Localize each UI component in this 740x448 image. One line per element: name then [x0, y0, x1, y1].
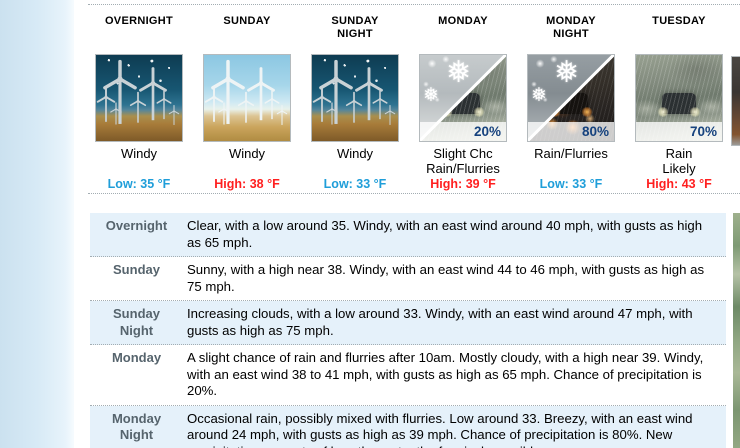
condition-label: Windy: [120, 146, 158, 176]
wind-turbines-graphic: [96, 59, 180, 126]
precip-probability: 20%: [420, 122, 506, 141]
condition-line1: Slight Chc: [433, 146, 493, 161]
forecast-column-monday-night: MONDAY NIGHT ❅ ❅ 80%: [517, 15, 625, 191]
wind-turbines-graphic: [204, 59, 288, 126]
next-period-icon-sliver: [731, 56, 740, 146]
period-title: TUESDAY: [652, 15, 706, 54]
row-forecast-text: Increasing clouds, with a low around 33.…: [187, 306, 693, 338]
table-row: Overnight Clear, with a low around 35. W…: [90, 213, 726, 257]
table-row: Sunday Night Increasing clouds, with a l…: [90, 301, 726, 345]
row-period-label: Sunday: [113, 262, 160, 277]
table-row: Sunday Sunny, with a high near 38. Windy…: [90, 257, 726, 301]
period-title-line2: NIGHT: [337, 28, 373, 40]
top-divider: [88, 4, 740, 5]
period-title-line1: SUNDAY: [223, 15, 271, 27]
forecast-column-tuesday: TUESDAY 70% Rain Likely High: 43 °F: [625, 15, 733, 191]
condition-line2: Rain/Flurries: [426, 160, 500, 176]
headlight-glow: [581, 106, 593, 117]
map-edge-sliver: [733, 213, 740, 448]
temperature-label: High: 39 °F: [430, 177, 496, 191]
night-sky-background: [96, 55, 182, 141]
row-forecast-text: Sunny, with a high near 38. Windy, with …: [187, 262, 705, 294]
period-title: MONDAY NIGHT: [546, 15, 596, 54]
row-period-label: Overnight: [105, 218, 168, 233]
wind-turbines-day-icon[interactable]: [203, 54, 291, 142]
condition-label: Rain Likely: [662, 146, 696, 176]
snow-rain-split-night-icon[interactable]: ❅ ❅ 80%: [527, 54, 615, 142]
forecast-column-overnight: OVERNIGHT: [85, 15, 193, 191]
headlight-glow: [657, 106, 669, 117]
rain-day-icon[interactable]: 70%: [635, 54, 723, 142]
temperature-label: Low: 33 °F: [539, 177, 603, 191]
temperature-label: Low: 35 °F: [107, 177, 171, 191]
night-sky-background: [312, 55, 398, 141]
wind-turbines-graphic: [312, 59, 396, 126]
condition-label: Rain/Flurries: [534, 146, 608, 176]
period-title: SUNDAY: [223, 15, 270, 54]
period-title: SUNDAY NIGHT: [331, 15, 378, 54]
temperature-label: Low: 33 °F: [323, 177, 387, 191]
row-period-label: Monday: [111, 350, 162, 365]
temperature-label: High: 43 °F: [646, 177, 712, 191]
condition-line1: Windy: [228, 146, 266, 161]
forecast-column-monday: MONDAY ❅ ❅ 20%: [409, 15, 517, 191]
period-title: OVERNIGHT: [105, 15, 173, 54]
condition-label: Windy: [336, 146, 374, 176]
headlight-glow: [689, 106, 701, 117]
headlight-glow: [473, 106, 485, 117]
forecast-content: OVERNIGHT: [74, 0, 740, 448]
period-title-line1: MONDAY: [438, 15, 488, 27]
period-title-line1: SUNDAY: [331, 15, 379, 27]
row-forecast-text: Occasional rain, possibly mixed with flu…: [187, 410, 693, 448]
period-title-line1: MONDAY: [546, 15, 596, 27]
snowflake-icon: ❅: [446, 56, 472, 89]
precip-probability: 70%: [636, 122, 722, 141]
day-sky-background: [204, 55, 290, 141]
condition-label: Slight Chc Rain/Flurries: [426, 146, 500, 176]
period-title: MONDAY: [438, 15, 488, 54]
wind-turbines-night-icon[interactable]: [95, 54, 183, 142]
detailed-forecast-table: Overnight Clear, with a low around 35. W…: [90, 213, 726, 448]
condition-line2: Likely: [662, 160, 696, 176]
period-title-line1: OVERNIGHT: [104, 15, 174, 27]
condition-line1: Rain/Flurries: [534, 146, 608, 161]
row-forecast-text: A slight chance of rain and flurries aft…: [187, 350, 704, 398]
condition-line1: Windy: [336, 146, 374, 161]
temperature-label: High: 38 °F: [214, 177, 280, 191]
forecast-column-row: OVERNIGHT: [85, 15, 733, 191]
condition-label: Windy: [228, 146, 266, 176]
condition-line1: Windy: [120, 146, 158, 161]
table-row: Monday A slight chance of rain and flurr…: [90, 345, 726, 406]
row-forecast-text: Clear, with a low around 35. Windy, with…: [187, 218, 703, 250]
forecast-column-sunday-night: SUNDAY NIGHT: [301, 15, 409, 191]
page-left-margin: [0, 0, 74, 448]
period-title-line1: TUESDAY: [652, 15, 706, 27]
car-silhouette: [657, 92, 701, 117]
wind-turbines-night-icon[interactable]: [311, 54, 399, 142]
snowflake-icon: ❅: [423, 85, 439, 106]
snowflake-icon: ❅: [531, 85, 547, 106]
condition-line1: Rain: [665, 146, 693, 161]
snowflake-icon: ❅: [554, 56, 580, 89]
section-divider: [88, 193, 740, 194]
table-row: Monday Night Occasional rain, possibly m…: [90, 405, 726, 448]
row-period-label: Sunday Night: [113, 306, 160, 338]
row-period-label: Monday Night: [111, 410, 162, 443]
snow-rain-split-day-icon[interactable]: ❅ ❅ 20%: [419, 54, 507, 142]
period-title-line2: NIGHT: [553, 28, 589, 40]
precip-probability: 80%: [528, 122, 614, 141]
forecast-column-sunday: SUNDAY W: [193, 15, 301, 191]
